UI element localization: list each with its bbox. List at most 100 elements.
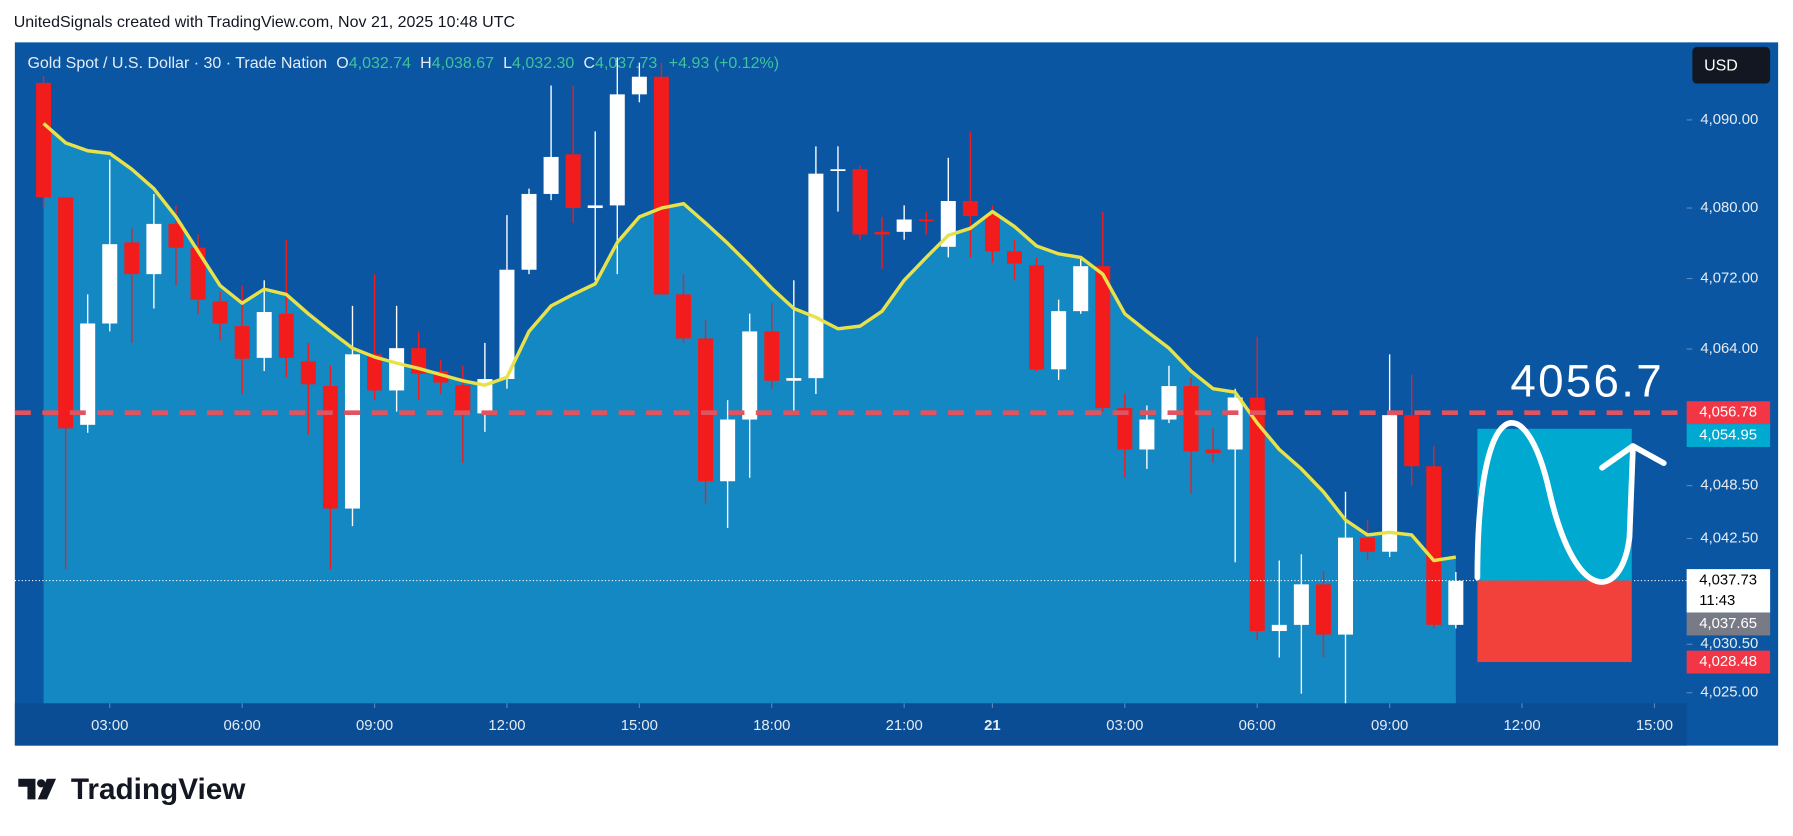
- candle-body: [1073, 266, 1089, 312]
- candle-body: [1426, 466, 1442, 625]
- candle-body: [477, 379, 493, 414]
- candle-body: [433, 371, 449, 383]
- candle-body: [543, 156, 559, 194]
- price-label-bg: [1686, 612, 1771, 636]
- candle-body: [675, 294, 691, 339]
- x-tick-label: 21: [984, 718, 1001, 734]
- ohlc-key: L: [503, 55, 512, 72]
- price-label: 4,056.78: [1699, 405, 1757, 421]
- candle-body: [521, 193, 537, 270]
- candle-body: [1139, 419, 1155, 450]
- time-axis: [14, 703, 1687, 746]
- x-tick-label: 15:00: [1636, 718, 1673, 734]
- annotation: 4056.7: [1510, 355, 1664, 406]
- price-label: 4,037.73: [1699, 572, 1757, 588]
- candle-body: [124, 242, 140, 275]
- candle-body: [609, 94, 625, 206]
- y-tick-label: 4,080.00: [1700, 200, 1758, 216]
- ohlc-value: 4,032.74: [349, 55, 411, 72]
- x-tick-label: 03:00: [91, 718, 128, 734]
- target-zone: [1477, 580, 1632, 663]
- candle-body: [764, 331, 780, 381]
- candle-body: [1117, 408, 1133, 450]
- price-label: 4,028.48: [1699, 654, 1757, 670]
- candle-body: [80, 323, 96, 425]
- candle-body: [984, 215, 1000, 252]
- logo-text: TradingView: [71, 773, 246, 806]
- candle-body: [1029, 265, 1045, 370]
- y-tick-label: 4,064.00: [1700, 341, 1758, 357]
- plot: 4,090.00 4,080.00 4,072.00 4,064.00 4,048.50…: [14, 57, 1758, 734]
- candle-body: [1051, 311, 1067, 370]
- price-label: 4,037.65: [1699, 616, 1757, 632]
- ohlc-key: H: [420, 55, 432, 72]
- price-label-sub: 11:43: [1699, 593, 1735, 609]
- forecast-arrow: [1599, 443, 1667, 471]
- candle-body: [874, 231, 890, 235]
- candle-body: [389, 348, 405, 391]
- y-tick-label: 4,025.00: [1700, 685, 1758, 701]
- header: UnitedSignals created with TradingView.c…: [14, 14, 515, 31]
- x-tick-label: 06:00: [224, 718, 261, 734]
- candle-body: [1183, 386, 1199, 452]
- candle-body: [1249, 397, 1265, 632]
- candle-body: [499, 269, 515, 380]
- candle-body: [587, 205, 603, 209]
- candle-body: [1337, 537, 1354, 635]
- candle-body: [234, 326, 250, 359]
- x-tick-label: 06:00: [1239, 718, 1276, 734]
- ohlc-value: 4,038.67: [432, 55, 494, 72]
- y-tick-label: 4,072.00: [1700, 270, 1758, 286]
- candle-body: [455, 385, 471, 414]
- x-tick-label: 15:00: [621, 718, 658, 734]
- candle-body: [367, 354, 383, 391]
- candle-body: [698, 338, 714, 482]
- candle-body: [896, 219, 912, 232]
- logo-dot: [37, 779, 46, 788]
- y-tick-label: 4,090.00: [1700, 112, 1758, 128]
- ohlc-key: O: [336, 55, 348, 72]
- price-label: 4,054.95: [1699, 427, 1757, 443]
- ohlc-value: 4,032.30: [512, 55, 574, 72]
- x-tick-label: 09:00: [1371, 718, 1408, 734]
- currency-button-bg[interactable]: [1692, 46, 1771, 84]
- candle-body: [1227, 397, 1243, 450]
- currency-button[interactable]: USD: [1692, 46, 1771, 84]
- candle-body: [58, 197, 74, 429]
- candle-body: [322, 386, 338, 509]
- candle-body: [168, 223, 184, 248]
- legend: Gold Spot / U.S. Dollar · 30 · Trade Nat…: [27, 55, 779, 72]
- x-tick-label: 12:00: [488, 718, 525, 734]
- candle-body: [1271, 624, 1287, 632]
- candle-body: [1382, 415, 1398, 552]
- candle-body: [918, 219, 934, 222]
- ohlc-value: 4,037.73: [595, 55, 657, 72]
- ohlc-key: C: [583, 55, 595, 72]
- logo-icon: [18, 778, 57, 800]
- candle-body: [565, 154, 581, 209]
- x-tick-label: 03:00: [1106, 718, 1143, 734]
- candle-body: [786, 378, 802, 381]
- candle-body: [190, 247, 206, 300]
- symbol: Gold Spot / U.S. Dollar · 30 · Trade Nat…: [27, 55, 327, 72]
- candle-body: [720, 419, 736, 482]
- candle-body: [1315, 584, 1331, 635]
- candle-body: [146, 223, 162, 275]
- candle-body: [1293, 584, 1309, 625]
- candle-body: [212, 301, 228, 324]
- ma-line: [42, 122, 1457, 563]
- candle-body: [1404, 415, 1420, 467]
- price-label-bg: [1686, 650, 1771, 674]
- x-tick-label: 09:00: [356, 718, 393, 734]
- candle-body: [36, 82, 52, 198]
- candle-body: [631, 76, 647, 95]
- currency-label[interactable]: USD: [1704, 58, 1738, 75]
- y-tick-label: 4,030.50: [1700, 636, 1758, 652]
- candle-body: [852, 169, 868, 235]
- candle-body: [102, 244, 118, 324]
- x-tick-label: 12:00: [1503, 718, 1540, 734]
- candle-body: [742, 331, 758, 420]
- logo: TradingView: [18, 773, 246, 806]
